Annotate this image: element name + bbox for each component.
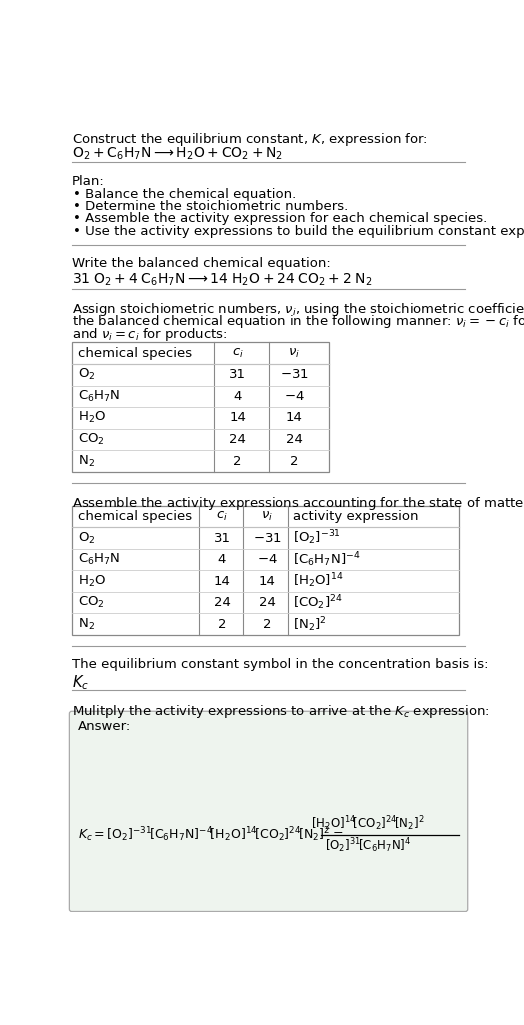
Text: Assign stoichiometric numbers, $\nu_i$, using the stoichiometric coefficients, $: Assign stoichiometric numbers, $\nu_i$, … bbox=[72, 301, 524, 318]
Text: chemical species: chemical species bbox=[78, 346, 192, 360]
Bar bbox=[72, 342, 329, 472]
Text: • Assemble the activity expression for each chemical species.: • Assemble the activity expression for e… bbox=[73, 212, 487, 226]
Text: 2: 2 bbox=[290, 454, 298, 467]
Text: 24: 24 bbox=[286, 433, 302, 446]
Text: 4: 4 bbox=[218, 554, 226, 566]
Text: $K_c = [\mathrm{O_2}]^{-31}\![\mathrm{C_6H_7N}]^{-4}\![\mathrm{H_2O}]^{14}\![\ma: $K_c = [\mathrm{O_2}]^{-31}\![\mathrm{C_… bbox=[78, 825, 343, 845]
Text: Answer:: Answer: bbox=[78, 720, 131, 733]
Text: 31: 31 bbox=[214, 532, 231, 544]
Text: $\nu_i$: $\nu_i$ bbox=[288, 346, 300, 360]
Text: $\mathrm{CO_2}$: $\mathrm{CO_2}$ bbox=[78, 432, 105, 447]
Text: $c_i$: $c_i$ bbox=[232, 346, 244, 360]
Text: The equilibrium constant symbol in the concentration basis is:: The equilibrium constant symbol in the c… bbox=[72, 658, 488, 671]
Bar bbox=[72, 505, 459, 636]
Text: Construct the equilibrium constant, $K$, expression for:: Construct the equilibrium constant, $K$,… bbox=[72, 131, 428, 148]
Text: $\mathrm{O_2 + C_6H_7N \longrightarrow H_2O + CO_2 + N_2}$: $\mathrm{O_2 + C_6H_7N \longrightarrow H… bbox=[72, 146, 283, 162]
Text: $-4$: $-4$ bbox=[257, 554, 277, 566]
Text: • Balance the chemical equation.: • Balance the chemical equation. bbox=[73, 188, 297, 201]
Text: $[\mathrm{H_2O}]^{14}$: $[\mathrm{H_2O}]^{14}$ bbox=[293, 572, 344, 590]
Text: 14: 14 bbox=[214, 575, 231, 587]
Text: $\mathrm{N_2}$: $\mathrm{N_2}$ bbox=[78, 617, 95, 631]
Text: activity expression: activity expression bbox=[293, 510, 419, 523]
Text: $[\mathrm{H_2O}]^{14}\![\mathrm{CO_2}]^{24}\![\mathrm{N_2}]^{2}$: $[\mathrm{H_2O}]^{14}\![\mathrm{CO_2}]^{… bbox=[311, 815, 424, 833]
Text: $\mathrm{H_2O}$: $\mathrm{H_2O}$ bbox=[78, 574, 106, 588]
Text: $-31$: $-31$ bbox=[253, 532, 281, 544]
Text: $[\mathrm{N_2}]^{2}$: $[\mathrm{N_2}]^{2}$ bbox=[293, 615, 327, 633]
Text: 24: 24 bbox=[214, 597, 231, 609]
Text: $-4$: $-4$ bbox=[284, 390, 304, 403]
Text: 2: 2 bbox=[218, 618, 226, 630]
Text: $\mathrm{C_6H_7N}$: $\mathrm{C_6H_7N}$ bbox=[78, 552, 121, 567]
Text: • Determine the stoichiometric numbers.: • Determine the stoichiometric numbers. bbox=[73, 200, 348, 213]
Text: Write the balanced chemical equation:: Write the balanced chemical equation: bbox=[72, 257, 331, 270]
Text: 4: 4 bbox=[233, 390, 242, 403]
Text: $\mathrm{CO_2}$: $\mathrm{CO_2}$ bbox=[78, 596, 105, 610]
Text: 24: 24 bbox=[229, 433, 246, 446]
Text: $[\mathrm{O_2}]^{31}\![\mathrm{C_6H_7N}]^{4}$: $[\mathrm{O_2}]^{31}\![\mathrm{C_6H_7N}]… bbox=[324, 836, 411, 855]
Text: $\mathrm{O_2}$: $\mathrm{O_2}$ bbox=[78, 367, 95, 382]
Text: $31\;\mathrm{O_2} + 4\;\mathrm{C_6H_7N} \longrightarrow 14\;\mathrm{H_2O} + 24\;: $31\;\mathrm{O_2} + 4\;\mathrm{C_6H_7N} … bbox=[72, 272, 372, 288]
Text: $[\mathrm{O_2}]^{-31}$: $[\mathrm{O_2}]^{-31}$ bbox=[293, 529, 341, 547]
Text: Assemble the activity expressions accounting for the state of matter and $\nu_i$: Assemble the activity expressions accoun… bbox=[72, 495, 524, 511]
Text: $c_i$: $c_i$ bbox=[216, 509, 228, 523]
Text: 14: 14 bbox=[229, 411, 246, 424]
Text: • Use the activity expressions to build the equilibrium constant expression.: • Use the activity expressions to build … bbox=[73, 224, 524, 238]
Text: $\mathrm{H_2O}$: $\mathrm{H_2O}$ bbox=[78, 410, 106, 425]
Text: 31: 31 bbox=[229, 368, 246, 381]
Text: $[\mathrm{CO_2}]^{24}$: $[\mathrm{CO_2}]^{24}$ bbox=[293, 593, 343, 612]
Text: 2: 2 bbox=[263, 618, 271, 630]
Text: the balanced chemical equation in the following manner: $\nu_i = -c_i$ for react: the balanced chemical equation in the fo… bbox=[72, 314, 524, 330]
Text: 2: 2 bbox=[233, 454, 242, 467]
Text: Mulitply the activity expressions to arrive at the $K_c$ expression:: Mulitply the activity expressions to arr… bbox=[72, 703, 489, 720]
Text: 14: 14 bbox=[286, 411, 302, 424]
Text: chemical species: chemical species bbox=[78, 510, 192, 523]
Text: $\nu_i$: $\nu_i$ bbox=[261, 509, 273, 523]
Text: $\mathrm{C_6H_7N}$: $\mathrm{C_6H_7N}$ bbox=[78, 388, 121, 404]
Text: 24: 24 bbox=[258, 597, 276, 609]
Text: $K_c$: $K_c$ bbox=[72, 673, 89, 692]
Text: $\mathrm{O_2}$: $\mathrm{O_2}$ bbox=[78, 531, 95, 545]
Text: $-31$: $-31$ bbox=[280, 368, 309, 381]
FancyBboxPatch shape bbox=[69, 711, 468, 911]
Text: and $\nu_i = c_i$ for products:: and $\nu_i = c_i$ for products: bbox=[72, 326, 227, 342]
Text: $[\mathrm{C_6H_7N}]^{-4}$: $[\mathrm{C_6H_7N}]^{-4}$ bbox=[293, 550, 361, 569]
Text: $\mathrm{N_2}$: $\mathrm{N_2}$ bbox=[78, 453, 95, 468]
Text: 14: 14 bbox=[258, 575, 276, 587]
Text: Plan:: Plan: bbox=[72, 174, 104, 188]
